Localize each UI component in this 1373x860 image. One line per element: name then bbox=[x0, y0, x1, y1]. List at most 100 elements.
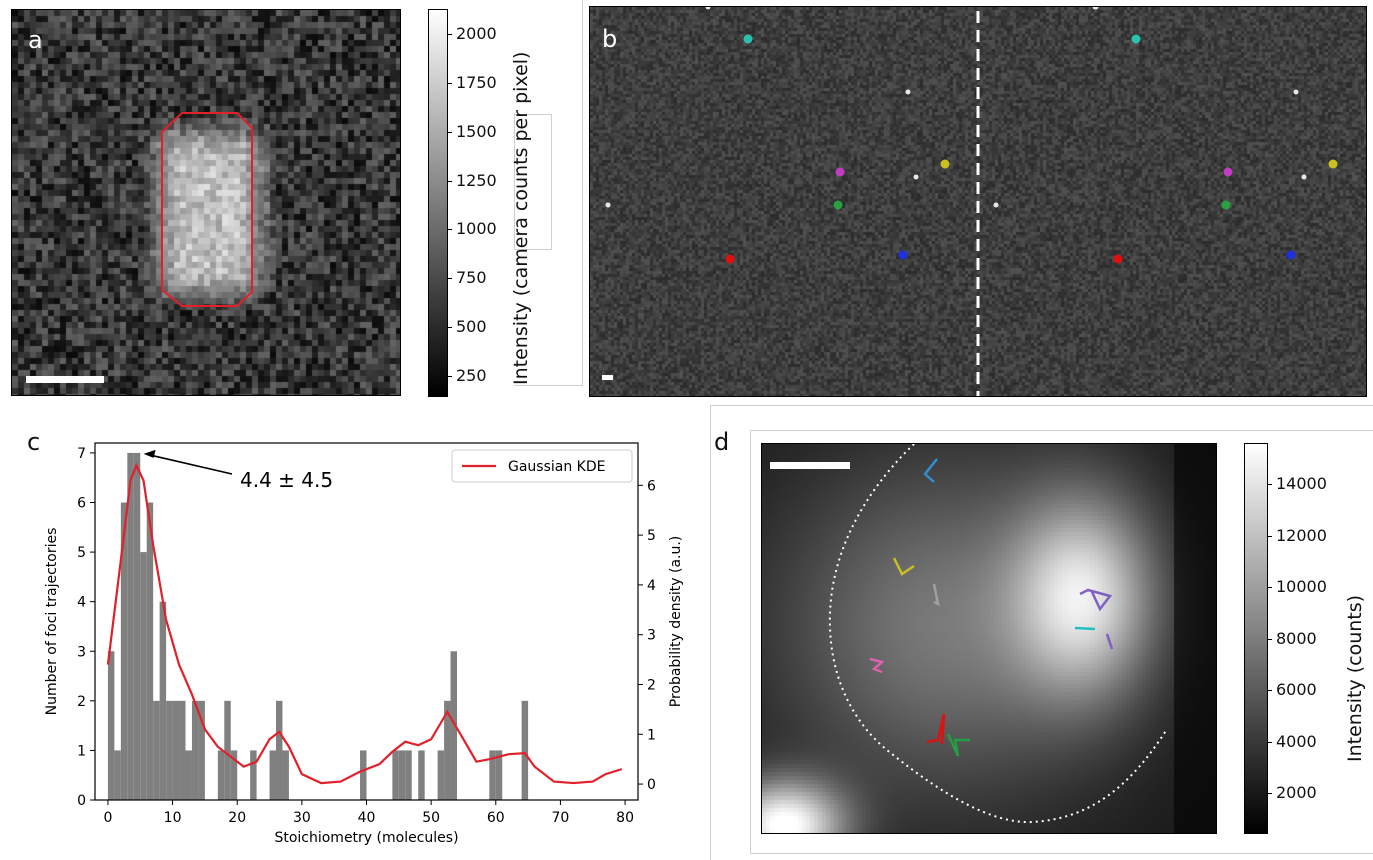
foci-trajectory bbox=[1079, 588, 1113, 612]
x-tick-label: 30 bbox=[293, 810, 311, 826]
histogram-bar bbox=[521, 700, 529, 800]
panel-a-canvas bbox=[12, 10, 400, 395]
tracked-spot bbox=[833, 200, 843, 210]
tracked-spot bbox=[1113, 254, 1123, 264]
histogram-bar bbox=[140, 552, 147, 800]
fluorescent-spot bbox=[1293, 89, 1299, 95]
colorbar-tick-mark bbox=[1267, 484, 1272, 486]
x-axis-label: Stoichiometry (molecules) bbox=[274, 830, 458, 846]
colorbar-tick-mark bbox=[447, 229, 452, 231]
peak-annotation: 4.4 ± 4.5 bbox=[240, 468, 333, 492]
histogram-bar bbox=[191, 700, 199, 800]
histogram-bar bbox=[418, 750, 425, 800]
colorbar-a-label-frame-bottom bbox=[514, 385, 582, 386]
colorbar-tick-mark bbox=[1267, 535, 1272, 537]
y2-axis-label: Probability density (a.u.) bbox=[668, 536, 684, 708]
colorbar-tick-label: 8000 bbox=[1276, 628, 1317, 648]
histogram-bar bbox=[146, 502, 154, 800]
tracked-spot bbox=[898, 250, 908, 260]
histogram-bar bbox=[198, 700, 205, 800]
x-tick-label: 20 bbox=[228, 810, 246, 826]
fluorescent-spot bbox=[1092, 7, 1098, 10]
panel-d-inner-frame bbox=[750, 430, 1373, 854]
tracked-spot bbox=[1223, 167, 1233, 177]
legend-box bbox=[451, 449, 633, 483]
x-tick-label: 60 bbox=[487, 810, 505, 826]
colorbar-tick-mark bbox=[447, 180, 452, 182]
y-tick-label: 6 bbox=[77, 496, 86, 512]
colorbar-d bbox=[1244, 443, 1268, 834]
kde-curve bbox=[106, 462, 623, 785]
colorbar-d-label: Intensity (counts) bbox=[1344, 594, 1366, 762]
colorbar-a-label-box bbox=[514, 114, 552, 250]
colorbar-tick-mark bbox=[1267, 793, 1272, 795]
histogram-bar bbox=[405, 750, 412, 800]
panel-letter-a: a bbox=[28, 26, 43, 54]
tracked-spot bbox=[743, 34, 753, 44]
histogram-bar bbox=[224, 700, 231, 800]
annotation-arrowhead bbox=[143, 449, 156, 458]
scale-bar bbox=[770, 462, 850, 469]
tracked-spot bbox=[1221, 200, 1231, 210]
colorbar-tick-mark bbox=[447, 375, 452, 377]
colorbar-tick-label: 6000 bbox=[1276, 680, 1317, 700]
colorbar-tick-mark bbox=[447, 278, 452, 280]
tracked-spot bbox=[1328, 159, 1338, 169]
panel-a-overlay bbox=[26, 112, 253, 383]
colorbar-tick-label: 1000 bbox=[456, 219, 497, 239]
y2-tick-label: 3 bbox=[647, 628, 656, 644]
histogram-bar bbox=[437, 750, 445, 800]
histogram-bar bbox=[217, 750, 225, 800]
panel-d-image bbox=[761, 443, 1217, 834]
colorbar-tick-label: 2000 bbox=[456, 24, 497, 44]
histogram-bar bbox=[107, 651, 115, 800]
panel-letter-b: b bbox=[602, 25, 618, 53]
y-tick-label: 5 bbox=[77, 545, 86, 561]
stoichiometry-histogram: 0 10 20 30 40 50 60 70 80012345670123456Stoichio… bbox=[44, 442, 684, 846]
histogram-bar bbox=[269, 750, 276, 800]
histogram-bar bbox=[250, 750, 257, 800]
histogram-bar bbox=[153, 700, 160, 800]
y2-tick-label: 2 bbox=[647, 677, 656, 693]
panel-d-overlay bbox=[770, 444, 1168, 824]
colorbar-a-label-frame bbox=[582, 0, 583, 386]
colorbar-tick-label: 1250 bbox=[456, 170, 497, 190]
histogram-bar bbox=[398, 750, 406, 800]
y2-tick-label: 1 bbox=[647, 727, 656, 743]
panel-d-frame bbox=[710, 405, 1373, 860]
colorbar-tick-label: 10000 bbox=[1276, 577, 1327, 597]
fluorescent-spot bbox=[913, 174, 919, 180]
histogram-bar bbox=[230, 750, 238, 800]
histogram-bar bbox=[114, 750, 121, 800]
y-axis-label: Number of foci trajectories bbox=[44, 528, 60, 716]
colorbar-tick-mark bbox=[447, 83, 452, 85]
histogram-bar bbox=[120, 502, 128, 800]
histogram-bar bbox=[179, 700, 186, 800]
histogram-bar bbox=[360, 750, 367, 800]
x-tick-label: 10 bbox=[164, 810, 182, 826]
panel-d-canvas bbox=[762, 444, 1216, 833]
colorbar-tick-mark bbox=[447, 326, 452, 328]
histogram-bar bbox=[133, 452, 141, 800]
colorbar-tick-label: 12000 bbox=[1276, 525, 1327, 545]
histogram-bar bbox=[392, 750, 399, 800]
colorbar-tick-mark bbox=[1267, 690, 1272, 692]
y-tick-label: 3 bbox=[77, 644, 86, 660]
histogram-bar bbox=[495, 750, 503, 800]
histogram-bar bbox=[276, 700, 283, 800]
colorbar-tick-label: 1500 bbox=[456, 121, 497, 141]
x-tick-label: 80 bbox=[616, 810, 634, 826]
y2-tick-label: 4 bbox=[647, 578, 656, 594]
tracked-spot bbox=[725, 254, 735, 264]
colorbar-tick-mark bbox=[447, 34, 452, 36]
colorbar-tick-label: 1750 bbox=[456, 73, 497, 93]
legend-label: Gaussian KDE bbox=[508, 459, 606, 475]
y2-tick-label: 6 bbox=[647, 478, 656, 494]
annotation-arrow bbox=[149, 454, 233, 475]
histogram-bar bbox=[185, 750, 192, 800]
histogram-bar bbox=[127, 452, 134, 800]
tracked-spot bbox=[1286, 250, 1296, 260]
x-tick-label: 0 bbox=[103, 810, 112, 826]
histogram-bar bbox=[450, 651, 457, 800]
foci-trajectory bbox=[932, 583, 940, 607]
